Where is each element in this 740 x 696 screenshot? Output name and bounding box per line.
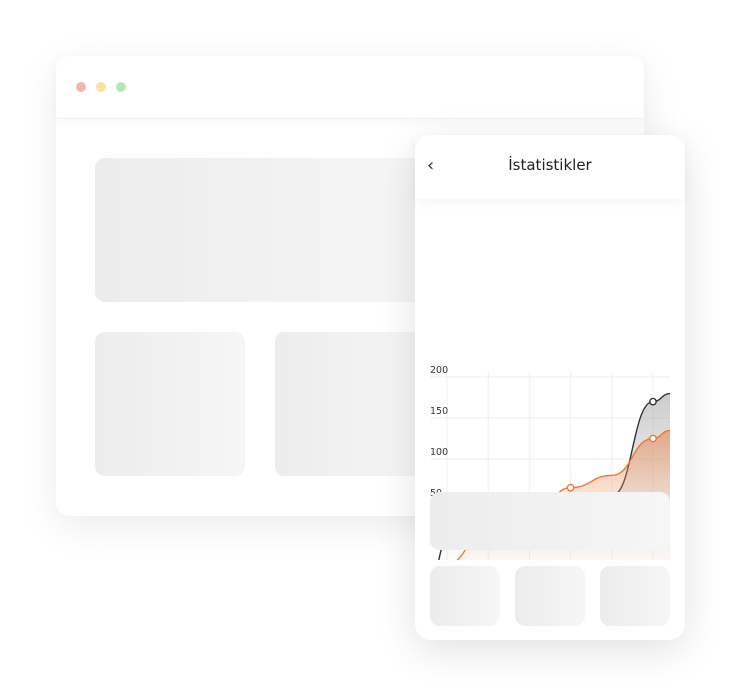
placeholder-tile [600,566,670,626]
placeholder-bar [430,492,670,550]
y-tick-label: 200 [430,365,448,376]
window-titlebar [56,56,644,119]
data-point [566,483,575,492]
phone-screen: ‹ İstatistikler ARAOCKŞBTMRTNSNMYS255010… [415,135,685,640]
y-tick-label: 150 [430,406,448,417]
data-point [649,434,657,443]
maximize-dot[interactable] [116,82,126,92]
page-title: İstatistikler [508,156,592,174]
placeholder-tile [430,566,500,626]
close-dot[interactable] [76,82,86,92]
chevron-left-icon[interactable]: ‹ [427,155,435,176]
placeholder-card [95,332,245,476]
placeholder-tile [515,566,585,626]
placeholder-banner [95,158,425,302]
y-tick-label: 100 [430,447,448,458]
phone-header: ‹ İstatistikler [415,135,685,199]
minimize-dot[interactable] [96,82,106,92]
data-point [649,397,657,406]
placeholder-card [275,332,425,476]
